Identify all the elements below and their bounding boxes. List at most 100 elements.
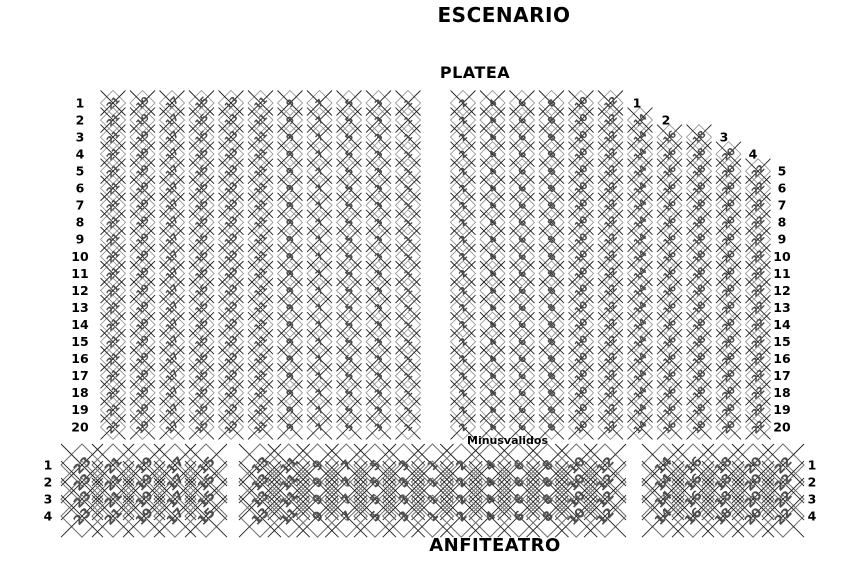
seat[interactable]: 15 <box>188 243 215 270</box>
seat[interactable]: 18 <box>685 413 713 441</box>
seat[interactable]: 15 <box>188 345 215 372</box>
seat[interactable]: 11 <box>247 345 274 372</box>
seat[interactable]: 23 <box>60 460 104 504</box>
seat[interactable]: 10 <box>554 477 598 521</box>
seat[interactable]: 15 <box>184 460 228 504</box>
seat[interactable]: 18 <box>685 226 713 253</box>
seat[interactable]: 22 <box>744 158 772 185</box>
seat[interactable]: 16 <box>671 494 715 538</box>
seat[interactable]: 10 <box>567 175 595 202</box>
seat[interactable]: 10 <box>554 494 598 538</box>
seat[interactable]: 22 <box>761 443 805 487</box>
seat[interactable]: 16 <box>656 260 683 287</box>
seat[interactable]: 12 <box>597 413 624 441</box>
seat[interactable]: 13 <box>238 443 282 487</box>
seat[interactable]: 3 <box>365 413 392 441</box>
seat[interactable]: 11 <box>267 494 311 538</box>
seat[interactable]: 17 <box>158 158 186 185</box>
seat[interactable]: 14 <box>626 413 654 441</box>
seat[interactable]: 11 <box>247 379 274 406</box>
seat[interactable]: 17 <box>158 345 186 372</box>
seat[interactable]: 20 <box>715 158 742 185</box>
seat[interactable]: 14 <box>626 328 654 355</box>
seat[interactable]: 10 <box>554 460 598 504</box>
seat[interactable]: 12 <box>597 192 624 219</box>
seat[interactable]: 15 <box>184 494 228 538</box>
seat[interactable]: 14 <box>641 494 685 538</box>
seat[interactable]: 12 <box>583 494 627 538</box>
seat[interactable]: 16 <box>671 443 715 487</box>
seat[interactable]: 13 <box>217 345 245 372</box>
seat[interactable]: 17 <box>158 362 186 389</box>
seat[interactable]: 21 <box>99 413 127 441</box>
seat[interactable]: 10 <box>567 328 595 355</box>
seat[interactable]: 2 <box>449 413 477 441</box>
seat[interactable]: 12 <box>597 345 624 372</box>
seat[interactable]: 9 <box>276 413 304 441</box>
seat[interactable]: 13 <box>217 124 245 151</box>
seat[interactable]: 16 <box>671 477 715 521</box>
seat[interactable]: 12 <box>597 277 624 304</box>
seat[interactable]: 12 <box>583 477 627 521</box>
seat[interactable]: 19 <box>129 277 156 304</box>
seat[interactable]: 13 <box>217 413 245 441</box>
seat[interactable]: 14 <box>641 477 685 521</box>
seat[interactable]: 12 <box>597 175 624 202</box>
seat[interactable]: 17 <box>158 89 186 117</box>
seat[interactable]: 22 <box>744 243 772 270</box>
seat[interactable]: 21 <box>99 328 127 355</box>
seat[interactable]: 13 <box>217 106 245 134</box>
seat[interactable]: 12 <box>583 443 627 487</box>
seat[interactable]: 19 <box>129 396 156 423</box>
seat[interactable]: 11 <box>247 243 274 270</box>
seat[interactable]: 17 <box>153 477 197 521</box>
seat[interactable]: 13 <box>217 311 245 338</box>
seat[interactable]: 14 <box>641 443 685 487</box>
seat[interactable]: 11 <box>267 460 311 504</box>
seat[interactable]: 20 <box>731 477 775 521</box>
seat[interactable]: 15 <box>188 413 215 441</box>
seat[interactable]: 22 <box>744 413 772 441</box>
seat[interactable]: 22 <box>744 175 772 202</box>
seat[interactable]: 18 <box>701 443 745 487</box>
seat[interactable]: 19 <box>122 460 166 504</box>
seat[interactable]: 15 <box>188 158 215 185</box>
seat[interactable]: 12 <box>583 460 627 504</box>
seat[interactable]: 21 <box>91 477 135 521</box>
seat[interactable]: 20 <box>715 328 742 355</box>
seat[interactable]: 12 <box>597 294 624 321</box>
seat[interactable]: 21 <box>91 460 135 504</box>
seat[interactable]: 13 <box>238 477 282 521</box>
seat[interactable]: 17 <box>153 494 197 538</box>
seat[interactable]: 13 <box>217 89 245 117</box>
seat[interactable]: 17 <box>158 413 186 441</box>
seat[interactable]: 18 <box>685 260 713 287</box>
seat[interactable]: 14 <box>626 226 654 253</box>
seat[interactable]: 15 <box>184 443 228 487</box>
seat[interactable]: 14 <box>641 460 685 504</box>
seat[interactable]: 10 <box>554 443 598 487</box>
seat[interactable]: 13 <box>217 192 245 219</box>
seat[interactable]: 13 <box>217 328 245 355</box>
seat[interactable]: 18 <box>685 396 713 423</box>
seat[interactable]: 23 <box>60 443 104 487</box>
seat[interactable]: 17 <box>153 460 197 504</box>
seat[interactable]: 22 <box>761 477 805 521</box>
seat[interactable]: 10 <box>567 413 595 441</box>
seat[interactable]: 19 <box>129 379 156 406</box>
seat[interactable]: 14 <box>626 192 654 219</box>
seat[interactable]: 13 <box>238 460 282 504</box>
seat[interactable]: 19 <box>129 362 156 389</box>
seat[interactable]: 22 <box>761 494 805 538</box>
seat[interactable]: 16 <box>656 413 683 441</box>
seat[interactable]: 15 <box>184 477 228 521</box>
seat[interactable]: 16 <box>671 460 715 504</box>
seat[interactable]: 22 <box>744 277 772 304</box>
seat[interactable]: 10 <box>567 158 595 185</box>
seat[interactable]: 7 <box>306 413 333 441</box>
seat[interactable]: 7 <box>324 460 368 504</box>
seat[interactable]: 12 <box>597 209 624 236</box>
seat[interactable]: 18 <box>701 477 745 521</box>
seat[interactable]: 19 <box>129 413 156 441</box>
seat[interactable]: 23 <box>60 494 104 538</box>
